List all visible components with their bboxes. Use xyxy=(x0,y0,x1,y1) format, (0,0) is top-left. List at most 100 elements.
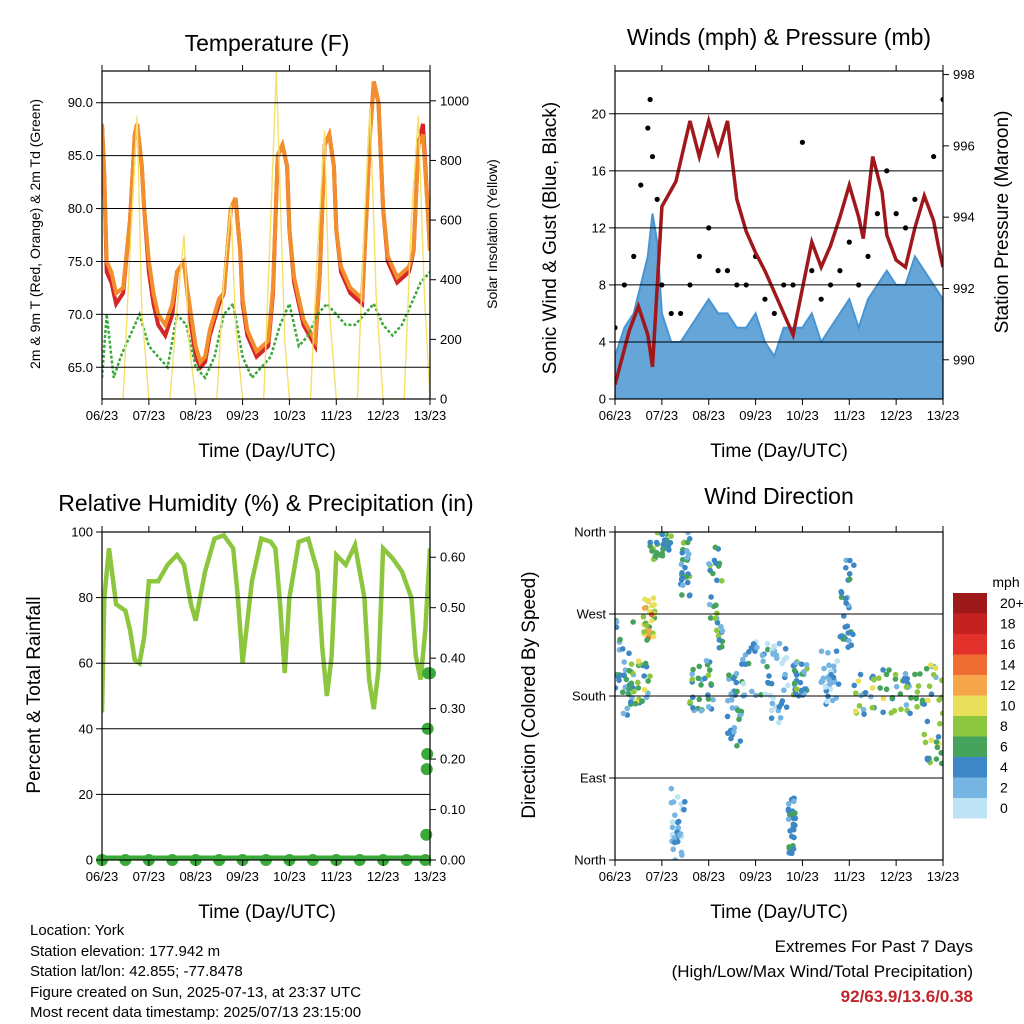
direction-point xyxy=(626,650,632,657)
legend-label: 8 xyxy=(1000,718,1008,734)
direction-point xyxy=(754,644,760,651)
y-tick-label: 8 xyxy=(599,277,606,292)
y-tick-label: 20 xyxy=(79,787,93,802)
direction-point xyxy=(883,686,890,693)
direction-point xyxy=(708,594,714,600)
direction-point xyxy=(914,704,920,710)
direction-point xyxy=(892,676,899,682)
direction-point xyxy=(801,668,807,675)
direction-point xyxy=(706,667,713,673)
direction-point xyxy=(615,624,620,631)
direction-point xyxy=(766,673,772,679)
x-axis-label: Time (Day/UTC) xyxy=(198,441,336,462)
extremes-box: Extremes For Past 7 Days (High/Low/Max W… xyxy=(672,934,973,1009)
direction-point xyxy=(922,739,929,746)
direction-point xyxy=(706,561,712,567)
direction-point xyxy=(938,760,943,767)
direction-point xyxy=(782,645,789,652)
direction-point xyxy=(845,630,852,636)
direction-point xyxy=(764,640,771,647)
humidity-plot-area xyxy=(102,532,430,860)
direction-point xyxy=(900,678,907,684)
direction-point xyxy=(781,687,787,694)
direction-point xyxy=(712,544,719,551)
direction-point xyxy=(714,619,721,626)
direction-point xyxy=(926,683,933,689)
legend-label: 16 xyxy=(1000,636,1016,652)
x-tick-label: 06/23 xyxy=(599,408,632,423)
direction-point xyxy=(730,675,737,682)
direction-point xyxy=(792,810,798,816)
direction-point xyxy=(861,711,867,717)
x-tick-label: 09/23 xyxy=(226,408,259,423)
direction-point xyxy=(679,556,686,563)
direction-point xyxy=(913,695,920,702)
direction-point xyxy=(936,697,942,703)
direction-point xyxy=(714,610,720,617)
direction-point xyxy=(674,794,681,800)
x-tick-label: 07/23 xyxy=(646,408,679,423)
direction-point xyxy=(698,682,704,688)
plot-frame xyxy=(101,70,431,400)
legend-swatch xyxy=(953,654,987,675)
direction-point xyxy=(746,648,752,655)
y-tick-label: 80.0 xyxy=(68,201,93,216)
direction-point xyxy=(684,539,691,546)
direction-point xyxy=(711,557,718,564)
direction-point xyxy=(626,667,633,674)
y-tick-label: 4 xyxy=(599,334,606,349)
direction-point xyxy=(880,695,887,702)
direction-point xyxy=(667,540,673,546)
direction-point xyxy=(939,710,943,717)
direction-point xyxy=(903,684,910,690)
direction-point xyxy=(791,680,798,687)
x-tick-label: 07/23 xyxy=(133,408,166,423)
direction-point xyxy=(681,806,687,813)
direction-point xyxy=(689,676,696,683)
direction-point xyxy=(776,704,783,710)
wind-speed-legend: mph 20+ 18 16 14 12 10 8 6 4 2 0 xyxy=(953,574,1024,819)
direction-point xyxy=(835,681,842,687)
direction-point xyxy=(650,633,657,640)
direction-point xyxy=(635,679,641,686)
direction-point xyxy=(818,648,825,655)
y-tick-label: 90.0 xyxy=(68,95,93,110)
legend-label: 20+ xyxy=(1000,595,1024,611)
legend-label: 6 xyxy=(1000,739,1008,755)
temperature-plot-area xyxy=(102,71,430,399)
direction-point xyxy=(630,619,636,625)
direction-point xyxy=(617,636,623,643)
plot-frame xyxy=(614,70,944,400)
extremes-values: 92/63.9/13.6/0.38 xyxy=(840,987,973,1006)
direction-point xyxy=(898,706,904,713)
direction-point xyxy=(760,658,766,665)
direction-point xyxy=(828,671,834,678)
gust-point xyxy=(865,253,871,259)
direction-point xyxy=(689,671,696,677)
legend-swatch xyxy=(953,593,987,614)
direction-point xyxy=(649,617,655,624)
direction-point xyxy=(790,846,797,852)
direction-point xyxy=(641,605,648,611)
legend-swatch xyxy=(953,736,987,757)
gust-point xyxy=(912,196,918,202)
direction-point xyxy=(821,665,827,672)
solar-insolation-line xyxy=(102,71,430,399)
direction-point xyxy=(684,555,690,561)
direction-point xyxy=(833,648,840,654)
direction-point xyxy=(764,663,770,670)
direction-point xyxy=(652,553,659,559)
direction-point xyxy=(669,819,676,825)
y-axis-label: Sonic Wind & Gust (Blue, Black) xyxy=(540,102,561,374)
chart-title: Temperature (F) xyxy=(185,30,350,56)
direction-point xyxy=(739,661,745,667)
x-tick-label: 08/23 xyxy=(179,869,212,884)
direction-point xyxy=(661,537,668,543)
direction-point xyxy=(707,615,714,621)
direction-point xyxy=(642,596,648,603)
y-tick-label: North xyxy=(574,853,606,868)
direction-point xyxy=(792,822,798,829)
legend-title: mph xyxy=(992,574,1019,590)
